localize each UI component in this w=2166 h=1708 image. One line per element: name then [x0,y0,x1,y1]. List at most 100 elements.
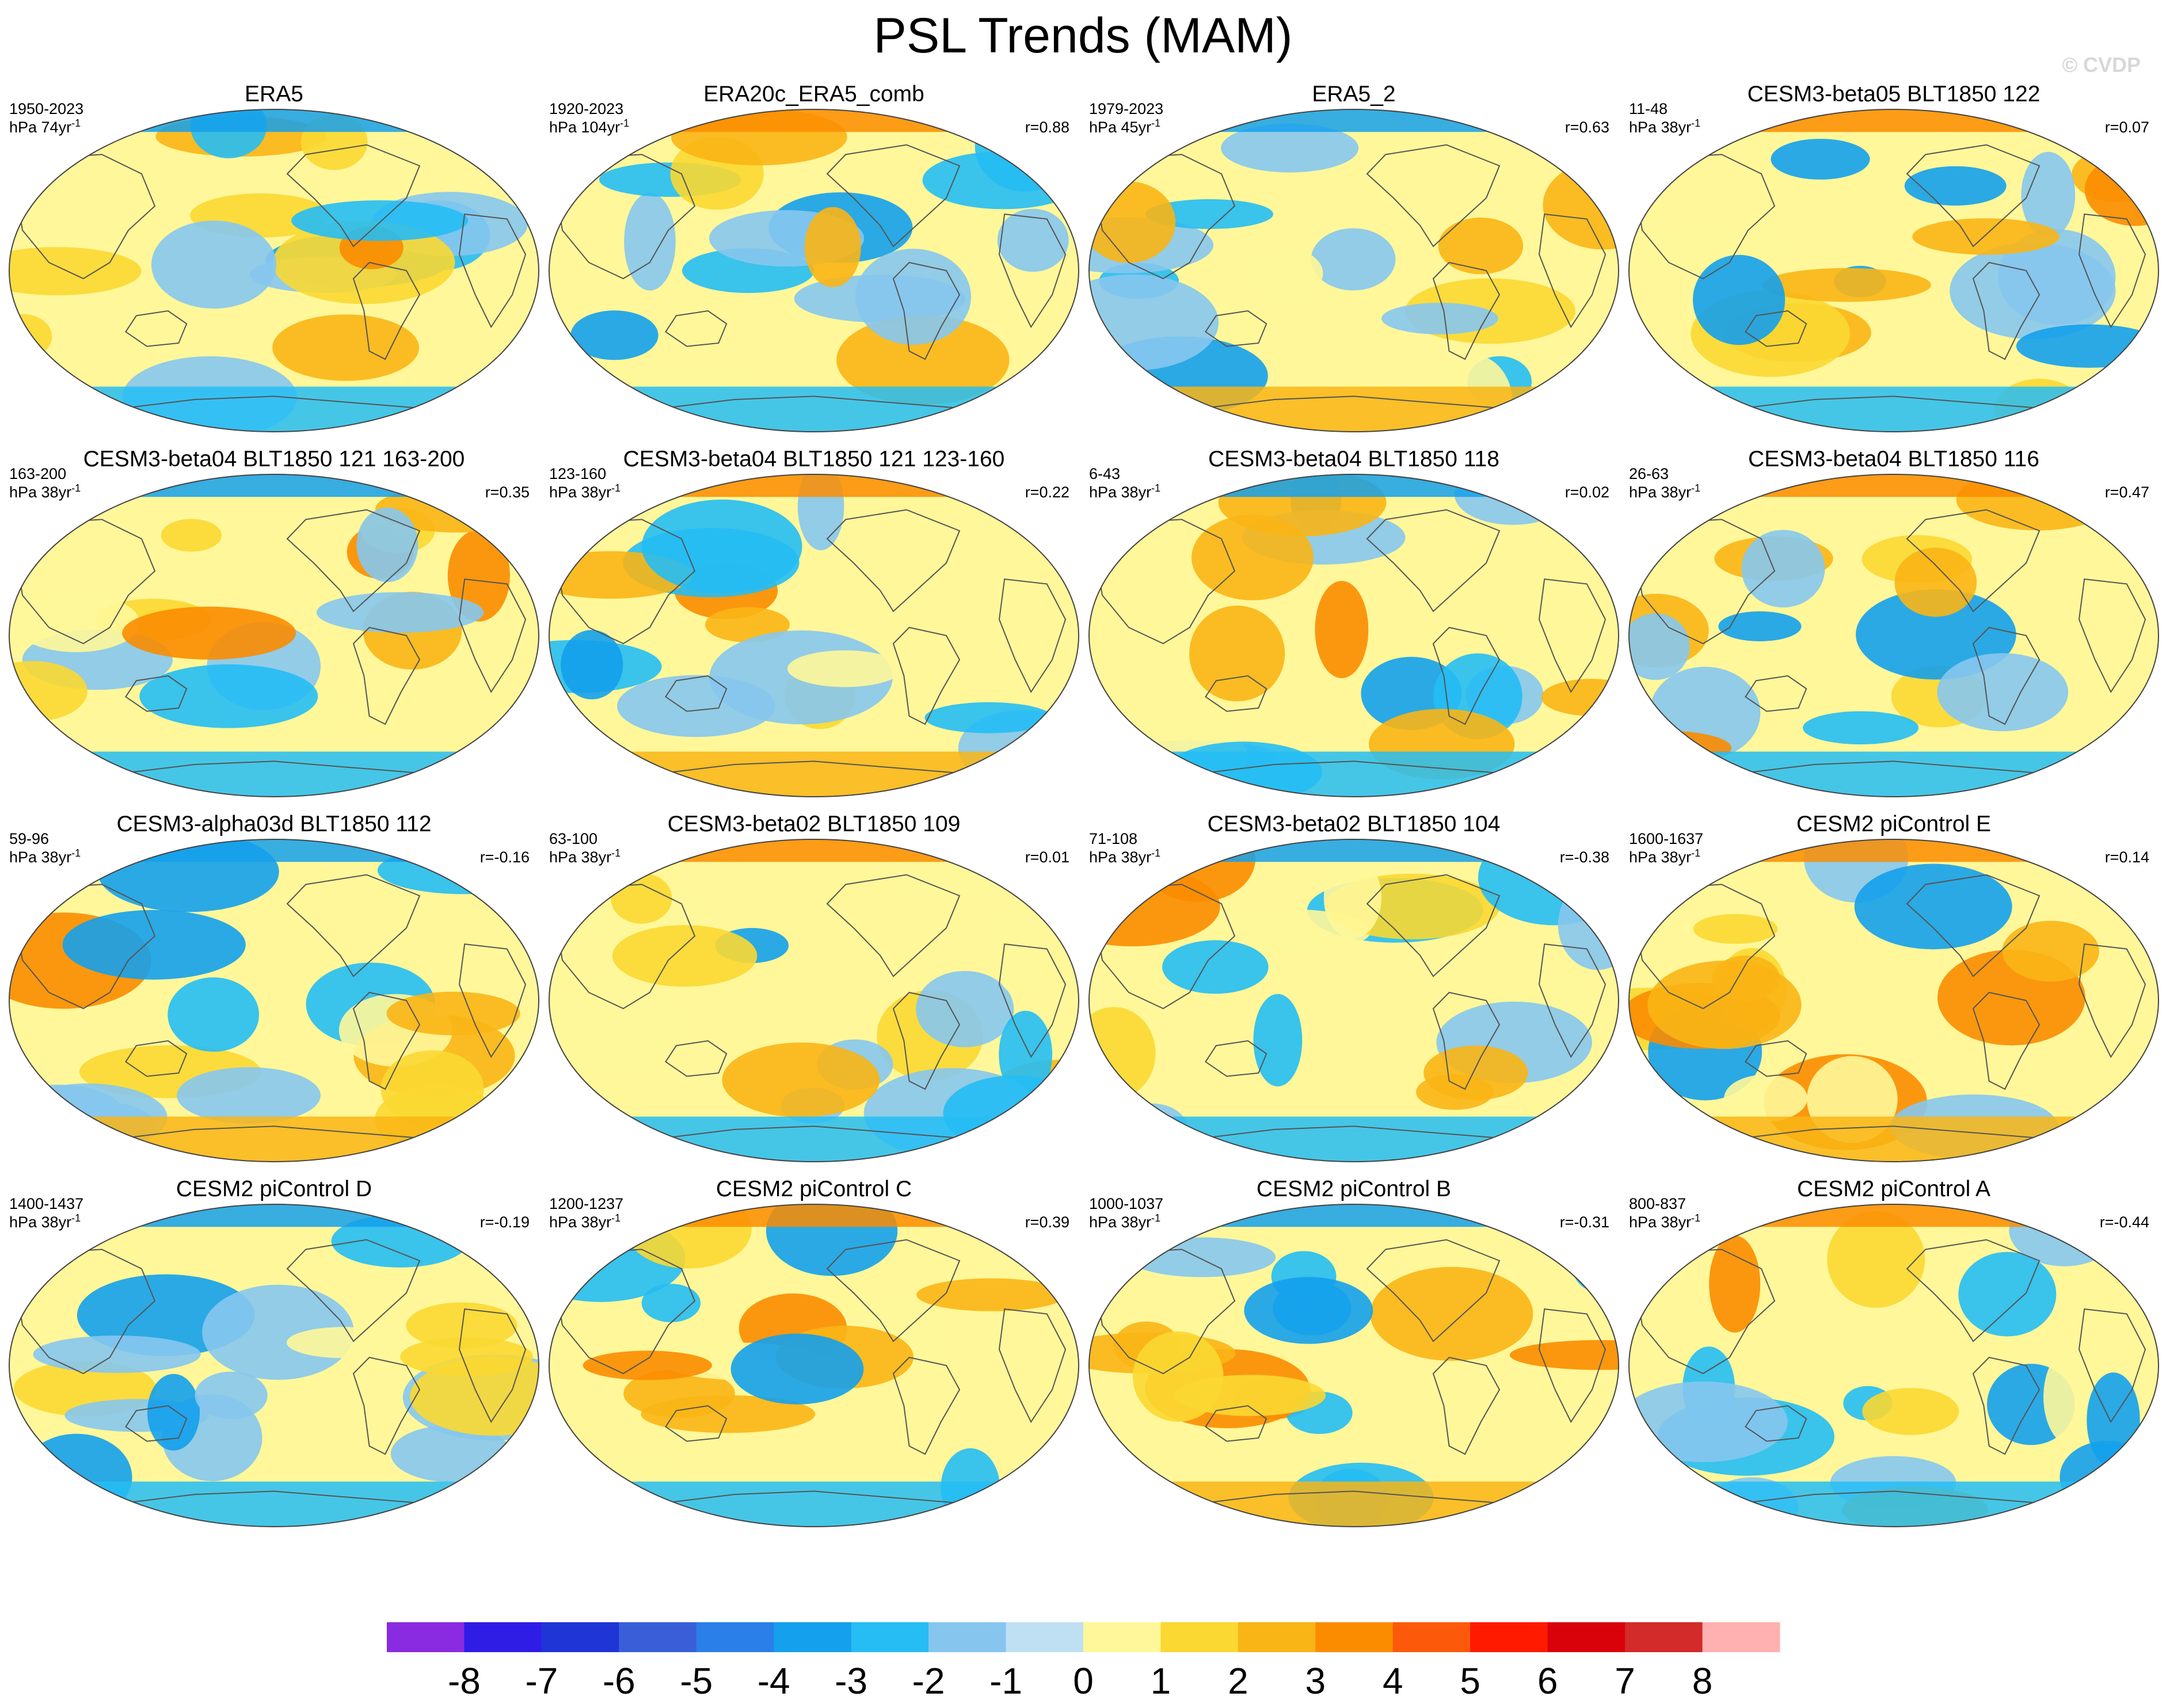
coastline [1205,1405,1267,1442]
panel-title: CESM3-beta04 BLT1850 121 123-160 [623,447,1005,471]
contour-region [1541,679,1619,716]
colorbar-swatch [696,1622,774,1652]
coastline [286,874,421,977]
panel-title: ERA20c_ERA5_comb [703,82,924,106]
panel-title: CESM3-beta04 BLT1850 118 [1208,447,1499,471]
panel-title: CESM2 piControl C [716,1177,912,1201]
panel-title: CESM2 piControl A [1797,1177,1990,1201]
contour-region [922,151,1079,210]
map-panel: CESM3-beta04 BLT1850 121 123-160 123-160h… [549,447,1079,797]
panel-units: hPa 38yr-1 [549,847,621,866]
map-outline [9,1204,539,1527]
coastline [352,991,421,1090]
southern-band [1629,1116,2159,1162]
panel-years: 1400-1437 [9,1195,83,1212]
map-outline [549,109,1079,432]
coastline [1366,874,1501,977]
map-outline [1628,839,2159,1162]
panel-years: 800-837 [1629,1195,1686,1212]
contour-region [2002,920,2099,982]
colorbar-swatch [1083,1622,1161,1652]
contour-region [1904,166,2007,206]
contour-region [570,310,658,360]
colorbar-tick-label: 0 [1073,1660,1094,1702]
coastlines [1634,144,2146,410]
panel-correlation: r=0.63 [1565,119,1609,136]
panel-title: ERA5 [245,82,303,106]
contour-region [21,1433,132,1521]
map-outline [9,839,539,1162]
contour-region [151,220,277,309]
northern-band [549,839,1079,862]
coastline [1194,395,1513,410]
contour-region [561,630,623,699]
northern-band [1089,1204,1619,1227]
colorbar-tick-label: -1 [989,1660,1022,1702]
coastline [1205,1040,1267,1077]
map-field [9,1204,539,1527]
coastline [1366,144,1501,248]
contour-region [1629,613,1690,680]
coastline [458,943,527,1059]
panel-units: hPa 38yr-1 [1089,1212,1160,1231]
contour-region [1570,1230,1619,1291]
contour-region [885,839,1055,899]
colorbar-tick-label: 6 [1537,1660,1558,1702]
contour-region [1854,863,2012,950]
map-field [1629,1204,2159,1527]
colorbar-swatch [1470,1622,1548,1652]
panel-correlation: r=0.39 [1025,1214,1069,1231]
contour-region [1089,1007,1156,1100]
panel-years: 123-160 [549,465,606,482]
contour-region [139,664,318,728]
contour-region [380,1050,484,1127]
colorbar-tick-label: 2 [1228,1660,1248,1702]
coastlines [554,509,1067,775]
coastline [826,1239,961,1342]
map-field [1629,839,2159,1162]
colorbar-swatch [1547,1622,1626,1652]
contour-region [1998,229,2116,325]
contour-region [356,507,418,583]
map-outline [549,1204,1079,1527]
colorbar-swatch [1702,1622,1780,1652]
contour-region [1827,1211,1925,1308]
coastline [1538,213,1607,329]
contour-region [1117,1103,1189,1158]
map-outline [1088,839,1619,1162]
coastline [1194,760,1513,775]
contour-region [2060,1441,2154,1513]
panel-title: ERA5_2 [1312,82,1395,106]
contour-region [611,873,672,924]
panel-years: 63-100 [549,830,597,847]
coastline [1432,1356,1501,1455]
northern-band [1629,839,2159,862]
map-field [1089,109,1619,432]
contour-region [1089,181,1176,263]
panel-correlation: r=0.07 [2105,119,2149,136]
coastline [1745,675,1807,712]
coastlines [1094,144,1607,410]
panel-correlation: r=0.35 [485,484,530,501]
map-field [1089,1204,1619,1527]
colorbar-tick-label: -5 [680,1660,713,1702]
panel-correlation: r=0.01 [1025,849,1069,866]
colorbar-swatch [774,1622,852,1652]
coastline [1432,261,1501,360]
panel-years: 1000-1037 [1089,1195,1163,1212]
colorbar-swatch [619,1622,697,1652]
southern-band [1089,386,1619,432]
colorbar-swatch [1315,1622,1394,1652]
contour-region [33,1336,201,1373]
coastline [665,310,728,347]
contour-region [1175,1375,1326,1416]
coastline [1972,1356,2041,1455]
coastline [826,509,961,613]
colorbar-swatch [1160,1622,1239,1652]
coastline [1194,1490,1513,1505]
contour-region [291,200,469,241]
coastline [352,1356,421,1455]
contour-region [1221,123,1359,173]
colorbar-tick-label: 4 [1383,1660,1403,1702]
